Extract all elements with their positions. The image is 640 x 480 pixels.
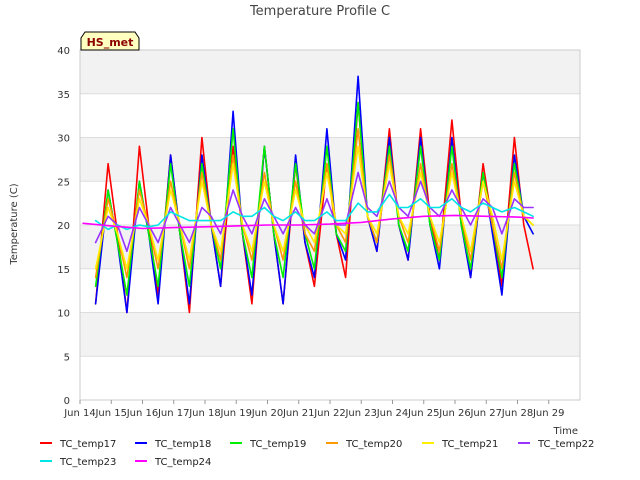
legend-label: TC_temp22 — [537, 439, 594, 450]
series-lines — [82, 75, 534, 314]
x-tick-label: Jun 27 — [469, 408, 502, 419]
y-tick-label: 40 — [57, 46, 70, 57]
legend-label: TC_temp20 — [345, 439, 402, 450]
legend-item-tc-temp22: TC_temp22 — [518, 439, 594, 450]
x-tick-label: Jun 19 — [219, 408, 252, 419]
legend-item-tc-temp21: TC_temp21 — [422, 439, 498, 450]
legend-item-tc-temp17: TC_temp17 — [40, 439, 116, 450]
y-tick-label: 5 — [64, 352, 70, 363]
y-tick-label: 15 — [57, 265, 70, 276]
legend-label: TC_temp18 — [154, 439, 211, 450]
x-tick-label: Jun 16 — [126, 408, 159, 419]
legend-label: TC_temp19 — [249, 439, 306, 450]
y-tick-label: 20 — [57, 221, 70, 232]
legend-label: TC_temp24 — [154, 457, 211, 468]
x-tick-label: Jun 15 — [94, 408, 127, 419]
legend-label: TC_temp23 — [59, 457, 116, 468]
x-tick-label: Jun 22 — [313, 408, 346, 419]
x-tick-label: Jun 20 — [251, 408, 284, 419]
legend: TC_temp17 TC_temp18 TC_temp19 TC_temp20 TC_t… — [40, 439, 594, 468]
y-tick-label: 30 — [57, 134, 70, 145]
x-tick-label: Jun 28 — [501, 408, 534, 419]
series-line-tc-temp18 — [94, 75, 534, 314]
x-tick-label: Jun 17 — [157, 408, 190, 419]
x-tick-label: Jun 24 — [376, 408, 409, 419]
x-tick-label: Jun 14 — [63, 408, 96, 419]
legend-item-tc-temp24: TC_temp24 — [135, 457, 211, 468]
x-axis-title: Time — [553, 426, 578, 437]
series-line-tc-temp17 — [94, 101, 534, 314]
legend-item-tc-temp19: TC_temp19 — [230, 439, 306, 450]
grid-band — [80, 50, 580, 94]
x-tick-label: Jun 18 — [188, 408, 221, 419]
series-line-tc-temp23 — [94, 193, 534, 231]
grid-band — [80, 312, 580, 357]
y-tick-label: 25 — [57, 177, 70, 188]
x-tick-label: Jun 26 — [438, 408, 471, 419]
series-line-tc-temp24 — [82, 214, 534, 230]
legend-item-tc-temp18: TC_temp18 — [135, 439, 211, 450]
chart-title: Temperature Profile C — [249, 4, 390, 19]
y-axis-ticks: 0 5 10 15 20 25 30 35 40 — [57, 46, 70, 407]
x-tick-label: Jun 21 — [282, 408, 315, 419]
y-tick-label: 35 — [57, 90, 70, 101]
station-badge-shape — [80, 31, 140, 51]
x-tick-label: Jun 25 — [407, 408, 440, 419]
legend-label: TC_temp17 — [59, 439, 116, 450]
station-badge-label: HS_met — [87, 36, 134, 49]
x-axis-ticks: Jun 14 Jun 15 Jun 16 Jun 17 Jun 18 Jun 19 Jun … — [63, 400, 565, 419]
x-tick-label: Jun 23 — [344, 408, 377, 419]
series-line-tc-temp19 — [94, 101, 534, 296]
x-tick-label: Jun 29 — [532, 408, 565, 419]
legend-item-tc-temp23: TC_temp23 — [40, 457, 116, 468]
station-badge: HS_met — [80, 31, 140, 51]
legend-item-tc-temp20: TC_temp20 — [326, 439, 402, 450]
y-tick-label: 0 — [64, 396, 70, 407]
y-tick-label: 10 — [57, 309, 70, 320]
legend-label: TC_temp21 — [441, 439, 498, 450]
y-axis-title: Temperature (C) — [9, 183, 20, 265]
